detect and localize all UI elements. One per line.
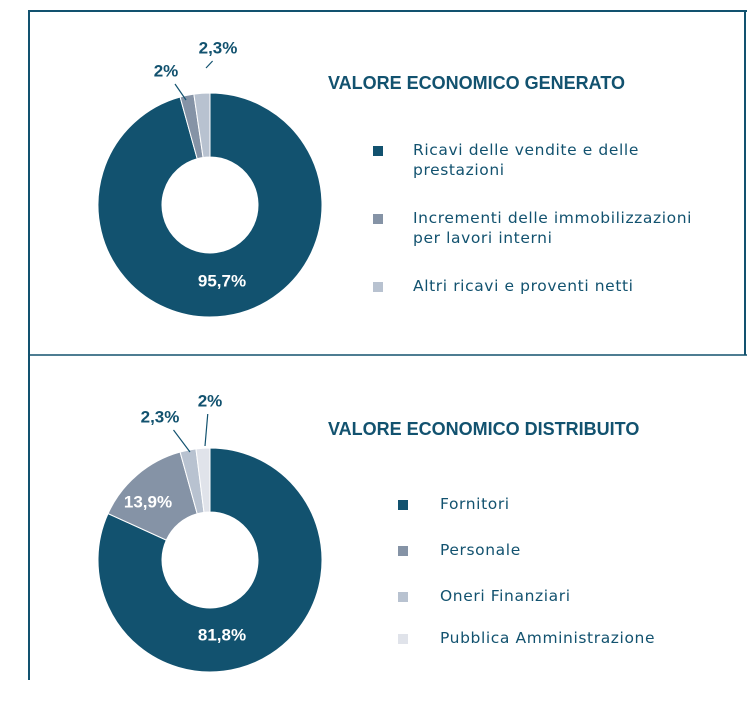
legend-label: Oneri Finanziari	[440, 587, 571, 605]
leader-line	[174, 83, 187, 101]
value-label: 95,7%	[198, 271, 246, 290]
chart-title: VALORE ECONOMICO GENERATO	[328, 73, 625, 93]
value-label: 2,3%	[141, 407, 180, 426]
legend-label: Incrementi delle immobilizzazioni per la…	[413, 209, 693, 247]
slice	[195, 447, 211, 513]
legend-label: Ricavi delle vendite e delle prestazioni	[413, 141, 639, 179]
value-label: 2%	[198, 391, 223, 410]
leader-line	[204, 413, 209, 447]
legend-swatch	[373, 282, 383, 292]
leader-line	[173, 429, 191, 453]
legend-label: Pubblica Amministrazione	[440, 629, 656, 647]
legend-label: Fornitori	[440, 495, 510, 513]
legend-swatch	[373, 214, 383, 224]
legend-swatch	[398, 592, 408, 602]
legend-label: Altri ricavi e proventi netti	[413, 277, 634, 295]
slice	[97, 447, 323, 673]
legend-swatch	[373, 146, 383, 156]
chart-title: VALORE ECONOMICO DISTRIBUITO	[328, 419, 639, 439]
legend-swatch	[398, 634, 408, 644]
slice	[193, 92, 211, 159]
value-label: 2%	[154, 61, 179, 80]
legend-swatch	[398, 500, 408, 510]
legend-label: Personale	[440, 541, 521, 559]
value-label: 81,8%	[198, 625, 246, 644]
leader-line	[205, 60, 214, 69]
value-label: 13,9%	[124, 492, 172, 511]
value-label: 2,3%	[199, 38, 238, 57]
legend-swatch	[398, 546, 408, 556]
slice	[97, 92, 323, 318]
